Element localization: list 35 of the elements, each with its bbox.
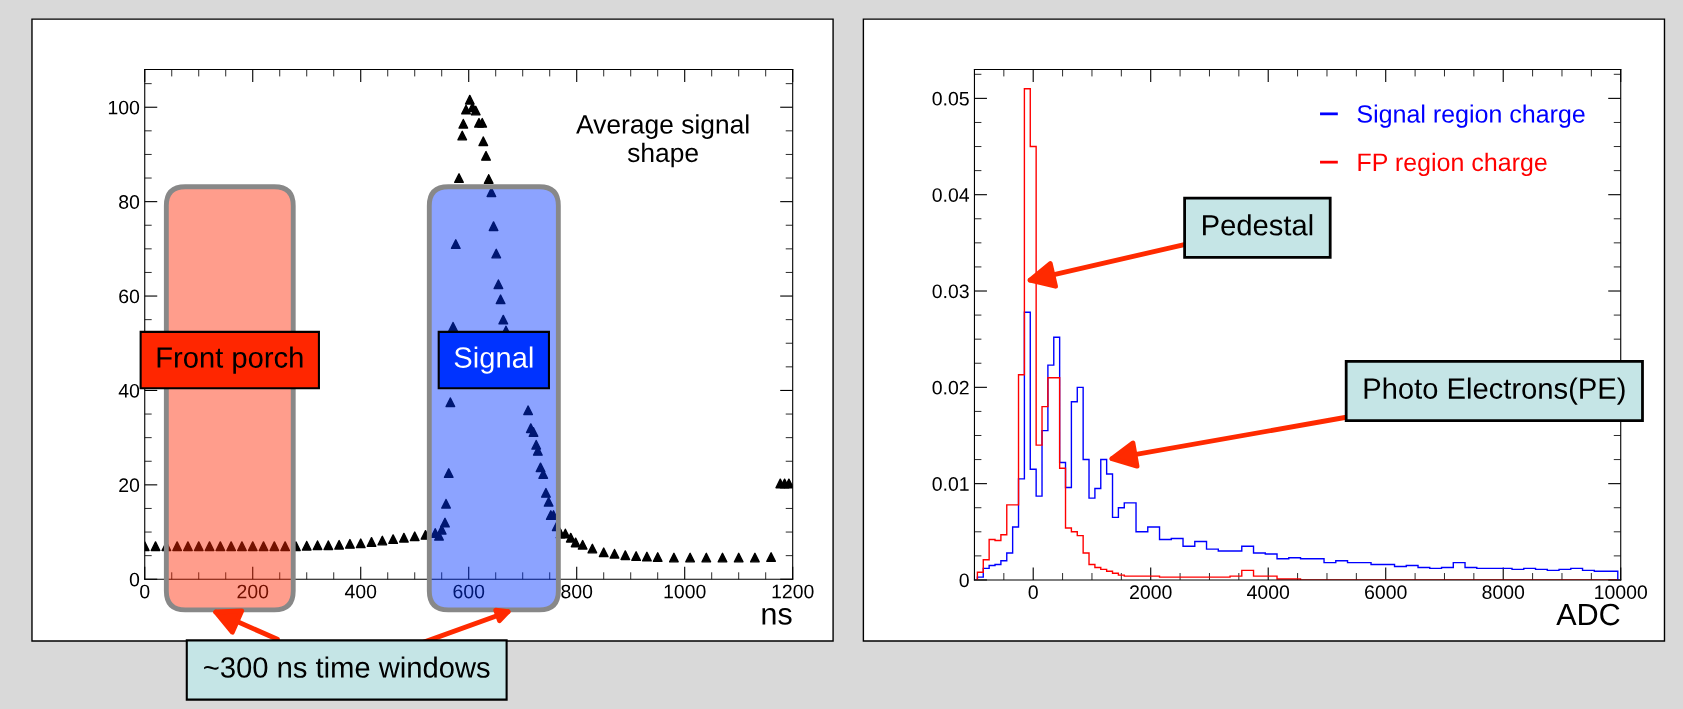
y-tick-label: 0.02 bbox=[932, 380, 969, 395]
x-tick-label: 400 bbox=[344, 584, 377, 599]
band-label: Front porch bbox=[157, 346, 303, 374]
y-tick-label: 0.05 bbox=[932, 91, 969, 106]
x-axis-title: ADC bbox=[1556, 603, 1620, 626]
y-tick-label: 20 bbox=[119, 478, 140, 493]
legend-label: Signal region charge bbox=[1357, 104, 1585, 128]
x-tick-label: 0 bbox=[140, 584, 150, 599]
x-tick-label: 6000 bbox=[1365, 585, 1407, 600]
x-axis-title: ns bbox=[762, 607, 792, 625]
band-label: Signal bbox=[454, 346, 533, 374]
y-tick-label: 100 bbox=[108, 100, 140, 115]
annotation: Pedestal bbox=[1203, 214, 1313, 236]
x-tick-label: 600 bbox=[453, 584, 485, 599]
y-tick-label: 60 bbox=[119, 289, 140, 304]
x-tick-label: 2000 bbox=[1130, 585, 1172, 600]
y-tick-label: 0 bbox=[959, 573, 969, 588]
x-tick-label: 4000 bbox=[1247, 585, 1290, 600]
x-tick-label: 8000 bbox=[1482, 585, 1525, 600]
annotation: Photo Electrons(PE) bbox=[1364, 377, 1625, 405]
text: ~300 ns time windows bbox=[204, 656, 490, 678]
legend-label: FP region charge bbox=[1358, 152, 1547, 177]
x-tick-label: 1200 bbox=[772, 584, 814, 599]
y-tick-label: 40 bbox=[118, 383, 140, 398]
x-tick-label: 10000 bbox=[1595, 585, 1648, 600]
y-tick-label: 0.04 bbox=[932, 188, 970, 202]
y-tick-label: 0.01 bbox=[932, 477, 969, 491]
y-tick-label: 80 bbox=[119, 195, 140, 209]
x-tick-label: 200 bbox=[237, 584, 269, 599]
annotation: Average signal shape bbox=[576, 114, 749, 168]
x-tick-label: 1000 bbox=[664, 584, 706, 599]
x-tick-label: 800 bbox=[561, 584, 593, 599]
x-tick-label: 0 bbox=[1028, 585, 1038, 600]
y-tick-label: 0 bbox=[129, 572, 140, 587]
y-tick-label: 0.03 bbox=[932, 284, 969, 299]
